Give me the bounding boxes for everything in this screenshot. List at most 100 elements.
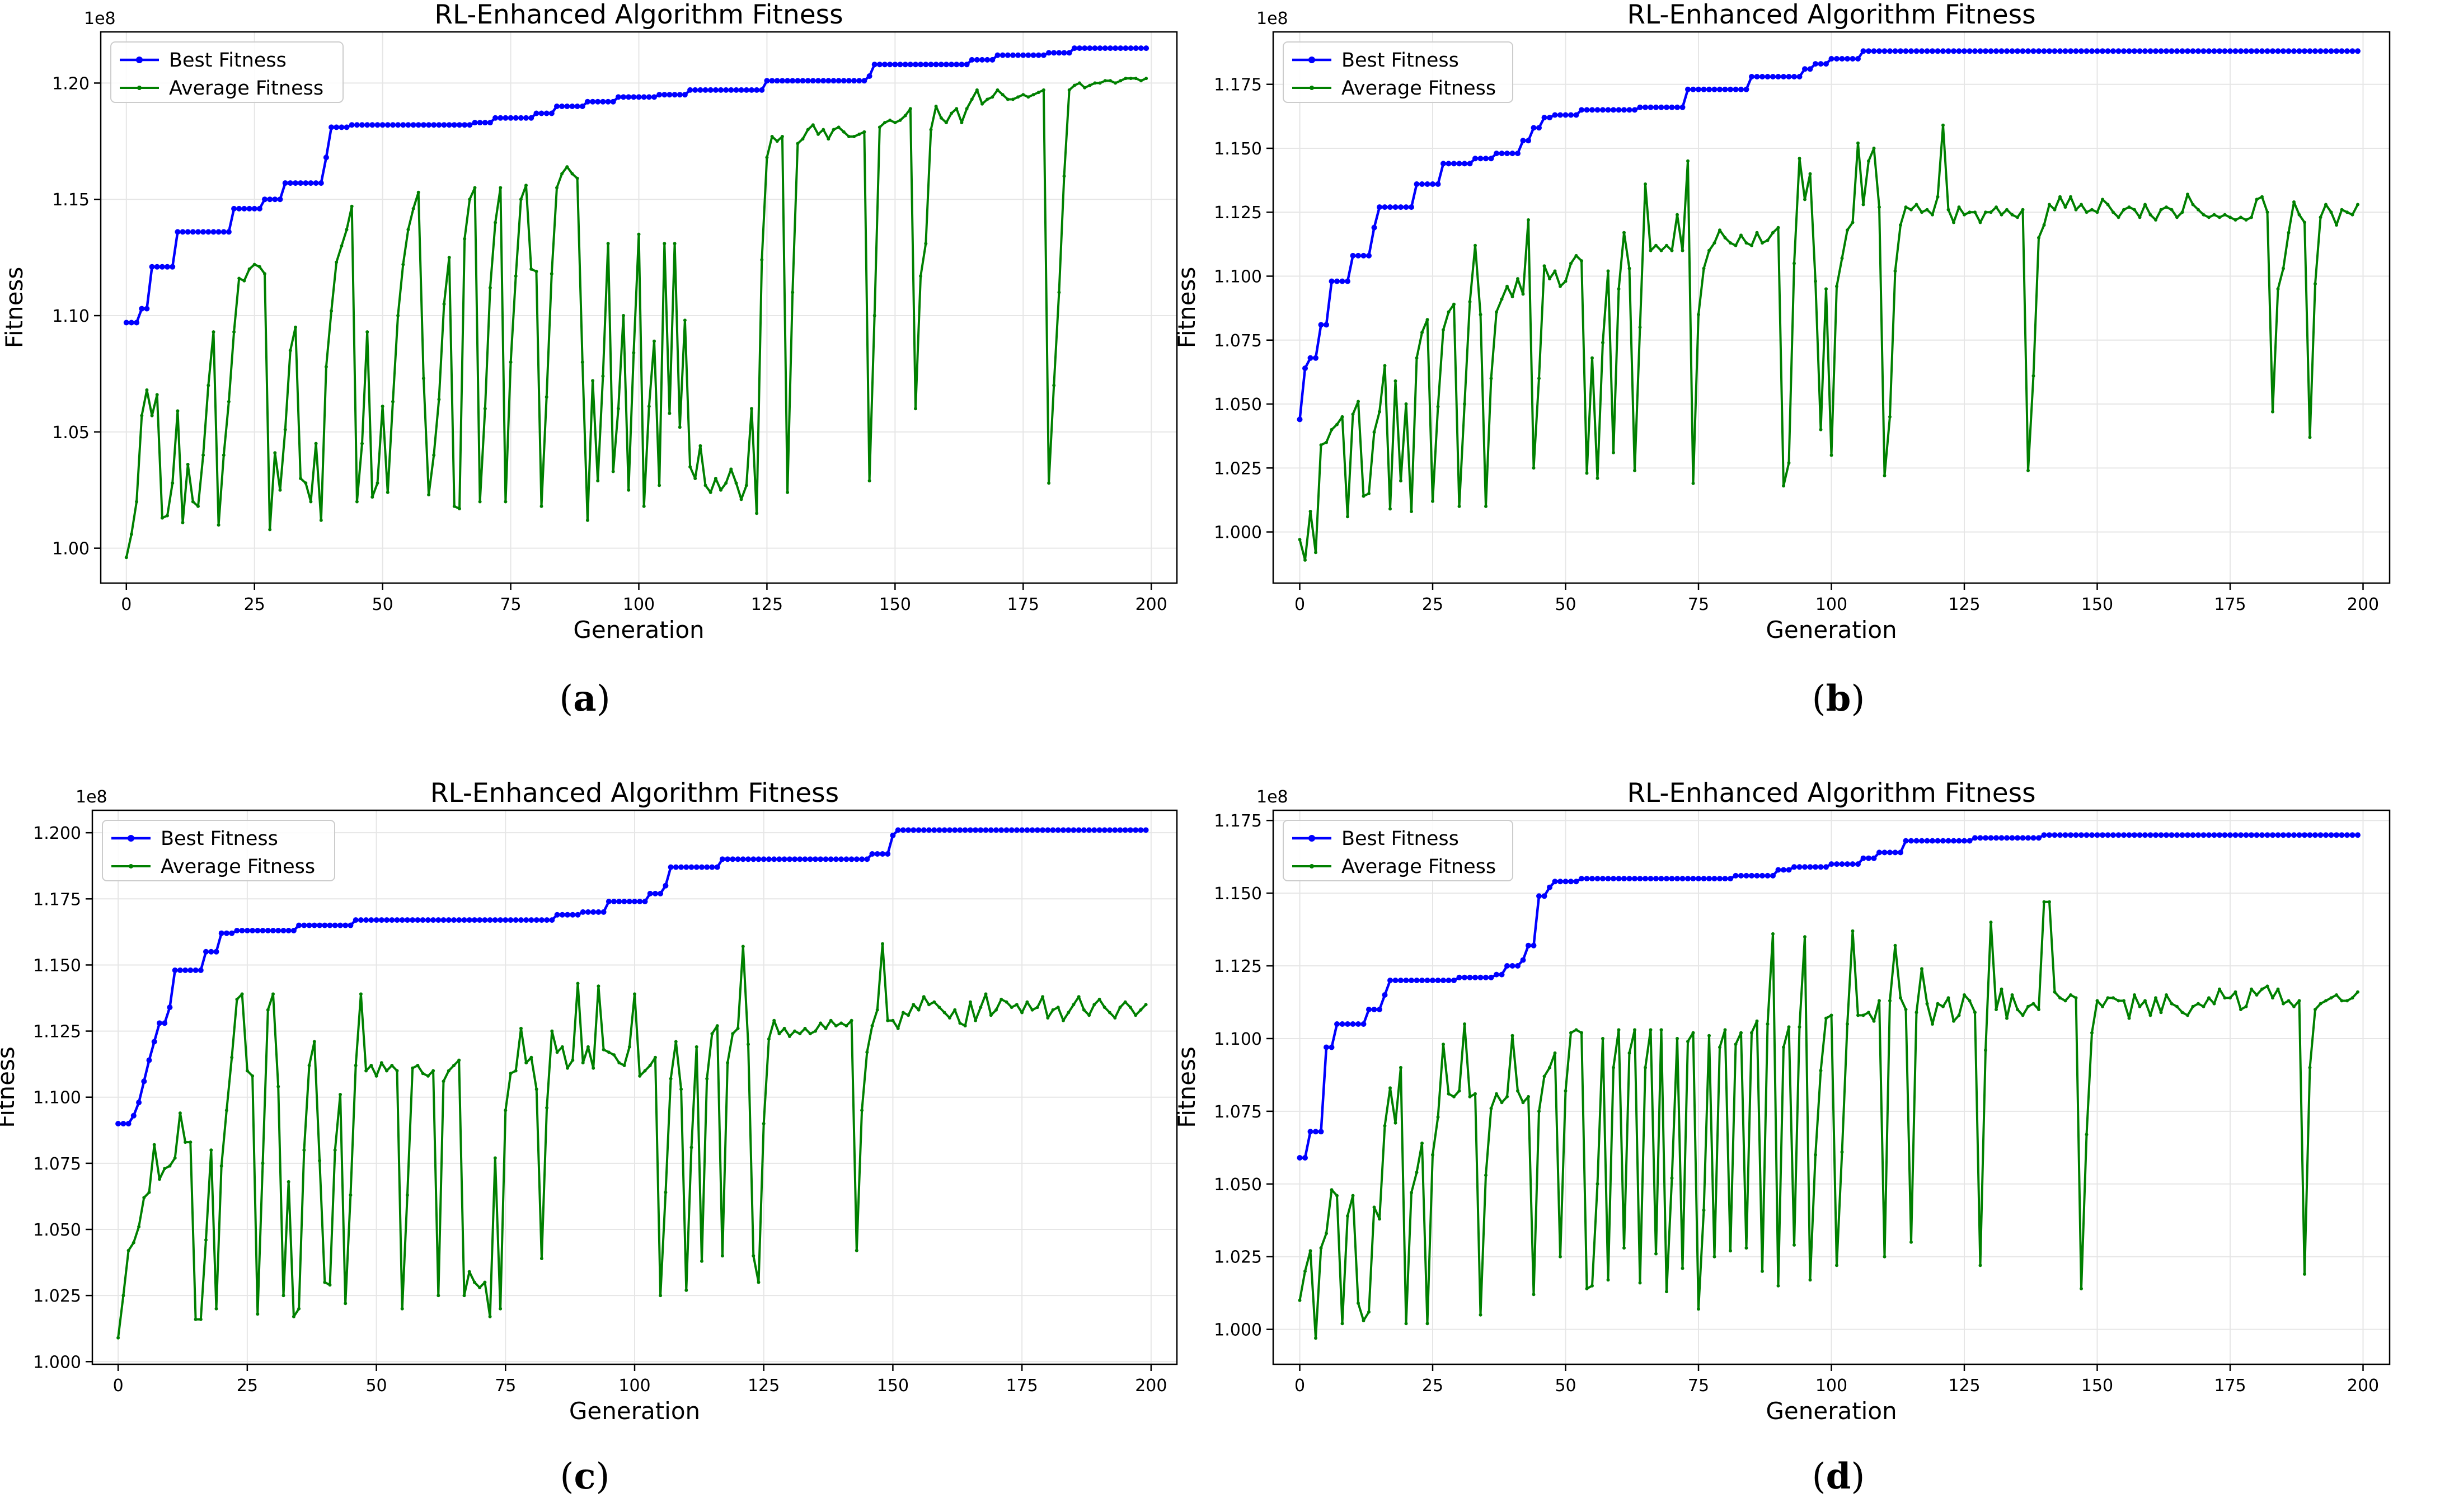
best-fitness-point [255, 928, 261, 933]
average-fitness-point [2148, 1013, 2152, 1017]
best-fitness-point [2281, 48, 2286, 54]
average-fitness-point [499, 1307, 503, 1311]
best-fitness-point [1562, 112, 1569, 118]
average-fitness-point [822, 128, 825, 132]
average-fitness-point [1787, 1025, 1791, 1029]
average-fitness-point [2340, 999, 2344, 1003]
average-fitness-point [2297, 213, 2301, 217]
best-fitness-point [900, 827, 906, 833]
average-fitness-point [2069, 993, 2072, 997]
best-fitness-point [967, 827, 973, 833]
best-fitness-point [1345, 278, 1350, 284]
best-fitness-point [1850, 861, 1856, 867]
average-fitness-point [674, 1040, 678, 1044]
average-fitness-point [1782, 484, 1785, 488]
average-fitness-point [1718, 228, 1721, 232]
average-fitness-point [839, 1021, 843, 1025]
best-fitness-point [856, 78, 862, 84]
best-fitness-point [580, 909, 586, 915]
average-fitness-point [834, 1024, 838, 1028]
best-fitness-point [548, 110, 555, 116]
best-fitness-point [1834, 56, 1840, 62]
best-fitness-point [2211, 48, 2217, 54]
best-fitness-point [626, 94, 632, 100]
average-fitness-point [1031, 93, 1035, 97]
legend-label: Average Fitness [1341, 77, 1496, 100]
best-fitness-point [384, 917, 390, 923]
average-fitness-point [1351, 1194, 1355, 1198]
average-fitness-point [850, 1018, 853, 1022]
best-fitness-point [303, 180, 309, 186]
best-fitness-point [1462, 974, 1467, 980]
average-fitness-point [1984, 210, 1987, 214]
y-tick-label: 1.100 [1214, 267, 1262, 287]
average-fitness-point [1878, 205, 1881, 209]
average-fitness-point [1883, 1255, 1887, 1259]
average-fitness-point [2026, 468, 2030, 472]
best-fitness-point [482, 120, 488, 126]
best-fitness-point [2057, 48, 2063, 54]
average-fitness-point [1357, 1301, 1360, 1305]
average-fitness-point [1978, 220, 1982, 224]
best-fitness-point [769, 78, 775, 84]
average-fitness-point [872, 314, 876, 317]
best-fitness-point [1733, 86, 1739, 92]
y-tick-label: 1.000 [1214, 1321, 1262, 1340]
average-fitness-point [147, 1190, 151, 1194]
average-fitness-point [2297, 999, 2301, 1003]
average-fitness-point [901, 1011, 905, 1015]
average-fitness-point [2244, 218, 2248, 222]
best-fitness-point [172, 967, 178, 973]
best-fitness-point [1091, 827, 1097, 833]
best-fitness-point [234, 928, 240, 933]
average-fitness-point [1659, 1028, 1663, 1032]
average-fitness-point [145, 388, 149, 392]
average-fitness-point [1372, 430, 1376, 434]
average-fitness-point [1798, 157, 1801, 161]
average-fitness-point [1712, 241, 1716, 245]
best-fitness-point [1637, 104, 1643, 110]
best-fitness-point [1456, 161, 1462, 167]
average-fitness-point [299, 477, 303, 480]
average-fitness-point [257, 265, 261, 269]
panel-caption: (c) [560, 1455, 610, 1497]
best-fitness-point [344, 124, 350, 130]
average-fitness-point [1420, 331, 1424, 335]
best-fitness-point [973, 827, 979, 833]
best-fitness-point [2073, 832, 2079, 838]
average-fitness-point [328, 1283, 332, 1287]
best-fitness-point [642, 899, 648, 904]
average-fitness-point [741, 945, 745, 948]
average-fitness-point [1920, 210, 1923, 214]
average-fitness-point [1457, 1089, 1461, 1093]
average-fitness-point [710, 1032, 714, 1036]
best-fitness-point [1690, 86, 1696, 92]
best-fitness-point [892, 62, 898, 68]
average-fitness-point [989, 1013, 993, 1017]
best-fitness-point [1350, 1021, 1356, 1027]
best-fitness-point [978, 827, 984, 833]
average-fitness-point [2127, 1016, 2131, 1020]
best-fitness-point [457, 122, 462, 128]
average-fitness-point [1346, 1214, 1349, 1218]
average-fitness-point [1298, 538, 1302, 542]
average-fitness-point [1856, 1013, 1860, 1017]
average-fitness-point [1393, 379, 1397, 383]
average-fitness-point [1601, 1037, 1604, 1040]
average-fitness-point [2329, 996, 2333, 1000]
best-fitness-point [1424, 181, 1430, 187]
average-fitness-point [760, 258, 764, 262]
average-fitness-point [1314, 551, 1317, 555]
average-fitness-point [442, 302, 446, 306]
average-fitness-point [411, 206, 415, 210]
best-fitness-point [2222, 48, 2228, 54]
average-fitness-point [406, 228, 410, 232]
best-fitness-point [1940, 838, 1946, 844]
best-fitness-point [1621, 107, 1627, 113]
average-fitness-point [1495, 310, 1498, 314]
best-fitness-point [2179, 48, 2185, 54]
best-fitness-point [907, 62, 913, 68]
average-fitness-point [917, 1008, 921, 1012]
average-fitness-point [1134, 1013, 1138, 1017]
